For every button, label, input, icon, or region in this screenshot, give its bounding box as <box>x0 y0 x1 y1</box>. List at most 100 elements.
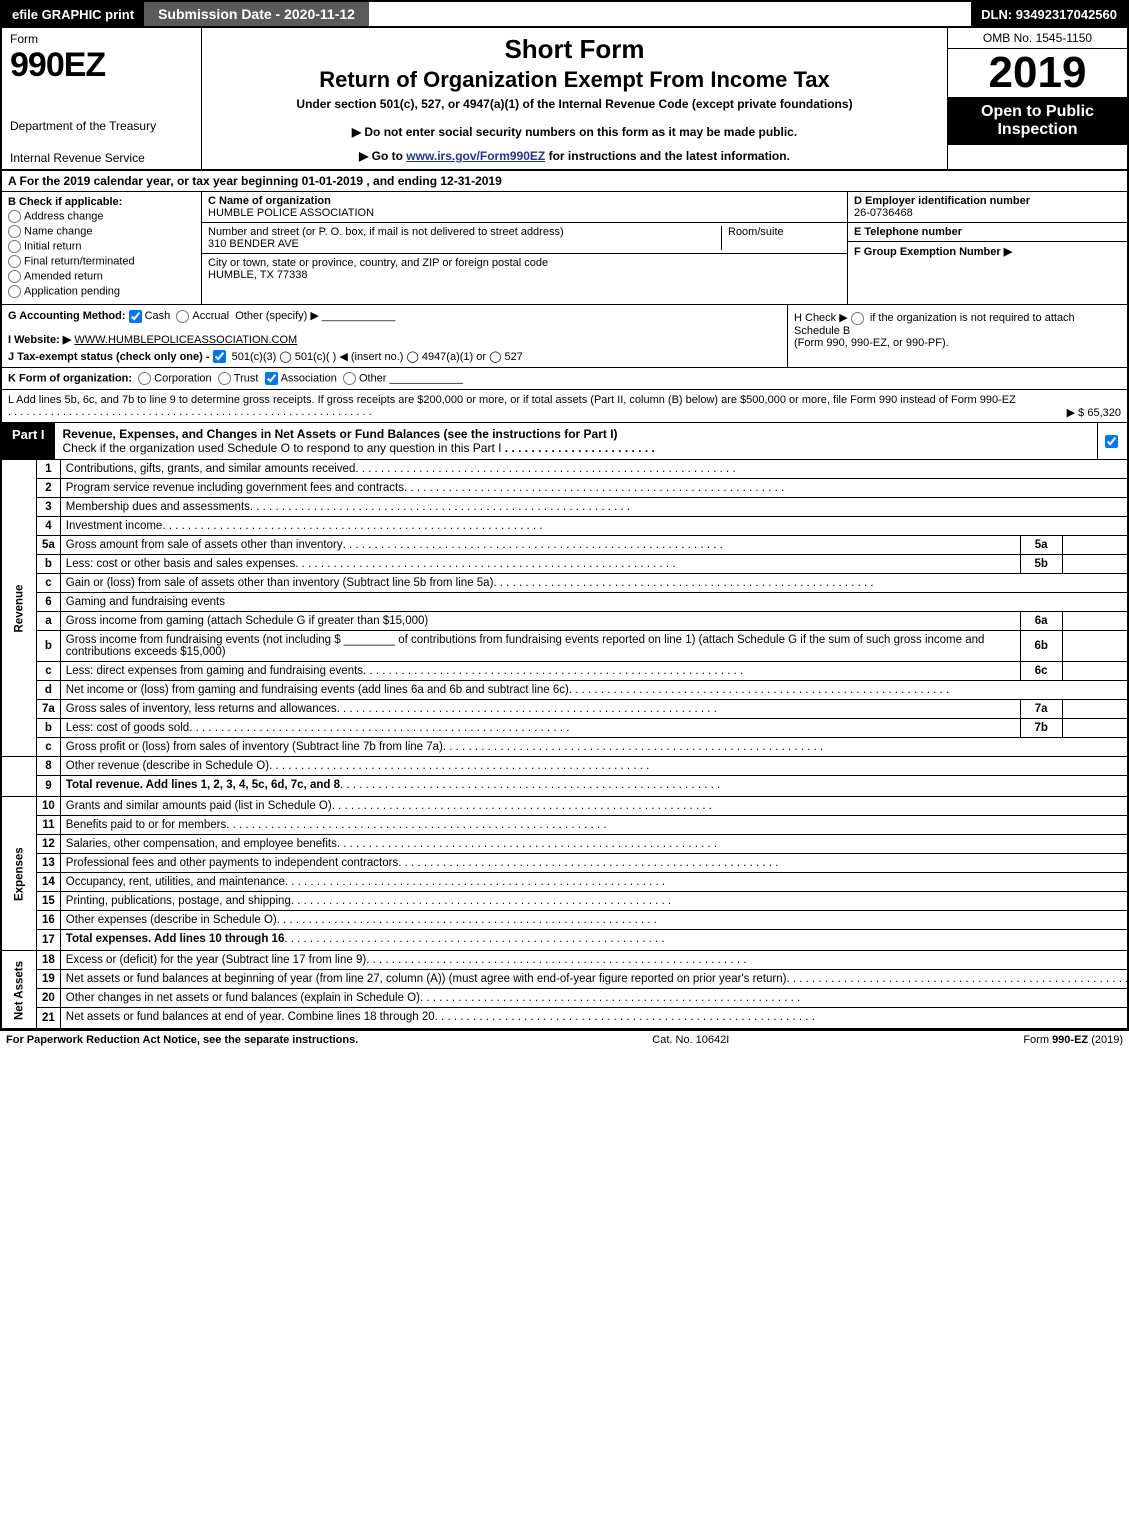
k-corp[interactable] <box>138 372 151 385</box>
ln-6a: a <box>37 612 61 631</box>
j-501c3-check[interactable] <box>213 350 226 363</box>
ln-20: 20 <box>37 989 61 1008</box>
k-assoc[interactable] <box>265 372 278 385</box>
section-def: D Employer identification number 26-0736… <box>847 192 1127 304</box>
g-accrual-check[interactable] <box>176 310 189 323</box>
chk-amended-return[interactable]: Amended return <box>8 270 195 283</box>
side-netassets: Net Assets <box>2 951 37 1029</box>
org-address: 310 BENDER AVE <box>208 238 299 250</box>
side-revenue: Revenue <box>2 460 37 757</box>
part-i-title-text: Revenue, Expenses, and Changes in Net As… <box>63 427 618 441</box>
ln-5a: 5a <box>37 536 61 555</box>
g-accrual-label: Accrual <box>192 310 229 322</box>
table-row: a Gross income from gaming (attach Sched… <box>2 612 1129 631</box>
ln-9: 9 <box>37 776 61 797</box>
d-1: Contributions, gifts, grants, and simila… <box>66 463 356 475</box>
d-5a: Gross amount from sale of assets other t… <box>66 539 343 551</box>
part-i-check[interactable] <box>1105 435 1118 448</box>
dept-treasury: Department of the Treasury <box>10 119 193 133</box>
i-website: I Website: ▶ WWW.HUMBLEPOLICEASSOCIATION… <box>8 333 781 346</box>
page-footer: For Paperwork Reduction Act Notice, see … <box>0 1031 1129 1049</box>
table-row: 21 Net assets or fund balances at end of… <box>2 1008 1129 1029</box>
g-h-block: G Accounting Method: Cash Accrual Other … <box>2 305 1127 368</box>
under-section: Under section 501(c), 527, or 4947(a)(1)… <box>212 97 937 111</box>
k-opt-2: Association <box>281 373 337 385</box>
g-label: G Accounting Method: <box>8 310 126 322</box>
k-other[interactable] <box>343 372 356 385</box>
g-cash-check[interactable] <box>129 310 142 323</box>
efile-print-button[interactable]: efile GRAPHIC print <box>2 2 144 26</box>
sn-7a: 7a <box>1020 700 1062 719</box>
d-12: Salaries, other compensation, and employ… <box>66 838 337 850</box>
chk-application-pending[interactable]: Application pending <box>8 285 195 298</box>
d-6d: Net income or (loss) from gaming and fun… <box>66 684 569 696</box>
chk-initial-return[interactable]: Initial return <box>8 240 195 253</box>
ln-6d: d <box>37 681 61 700</box>
ln-5c: c <box>37 574 61 593</box>
table-row: Expenses 10 Grants and similar amounts p… <box>2 797 1129 816</box>
table-row: b Less: cost or other basis and sales ex… <box>2 555 1129 574</box>
j-label: J Tax-exempt status (check only one) - <box>8 351 210 363</box>
d-6c: Less: direct expenses from gaming and fu… <box>66 665 363 677</box>
h-check[interactable] <box>851 312 864 325</box>
d-7b: Less: cost of goods sold <box>66 722 189 734</box>
b-opt-5: Application pending <box>24 285 120 297</box>
d-20: Other changes in net assets or fund bala… <box>66 992 420 1004</box>
d-7c: Gross profit or (loss) from sales of inv… <box>66 741 443 753</box>
ln-7c: c <box>37 738 61 757</box>
d-14: Occupancy, rent, utilities, and maintena… <box>66 876 285 888</box>
table-row: 20 Other changes in net assets or fund b… <box>2 989 1129 1008</box>
d-4: Investment income <box>66 520 163 532</box>
g-other-label: Other (specify) ▶ <box>235 310 319 322</box>
table-row: 16 Other expenses (describe in Schedule … <box>2 911 1129 930</box>
d-5c: Gain or (loss) from sale of assets other… <box>66 577 494 589</box>
d-8: Other revenue (describe in Schedule O) <box>66 760 269 772</box>
d-19: Net assets or fund balances at beginning… <box>66 973 787 985</box>
f-grp-label: F Group Exemption Number ▶ <box>854 246 1012 258</box>
room-suite-label: Room/suite <box>721 226 841 250</box>
d-11: Benefits paid to or for members <box>66 819 226 831</box>
ln-7a: 7a <box>37 700 61 719</box>
ln-13: 13 <box>37 854 61 873</box>
ln-6c: c <box>37 662 61 681</box>
chk-address-change[interactable]: Address change <box>8 210 195 223</box>
sn-7b: 7b <box>1020 719 1062 738</box>
chk-name-change[interactable]: Name change <box>8 225 195 238</box>
header-left: Form 990EZ Department of the Treasury In… <box>2 28 202 169</box>
table-row: 11 Benefits paid to or for members 11 <box>2 816 1129 835</box>
footer-center: Cat. No. 10642I <box>358 1034 1023 1046</box>
table-row: 13 Professional fees and other payments … <box>2 854 1129 873</box>
d-7a: Gross sales of inventory, less returns a… <box>66 703 337 715</box>
b-opt-2: Initial return <box>24 240 81 252</box>
d-6b1: Gross income from fundraising events (no… <box>66 634 341 646</box>
goto-link[interactable]: www.irs.gov/Form990EZ <box>406 149 545 163</box>
footer-right: Form 990-EZ (2019) <box>1023 1034 1123 1046</box>
short-form-title: Short Form <box>212 34 937 65</box>
omb-number: OMB No. 1545-1150 <box>948 28 1127 49</box>
d-6: Gaming and fundraising events <box>60 593 1129 612</box>
footer-left: For Paperwork Reduction Act Notice, see … <box>6 1034 358 1046</box>
d-18: Excess or (deficit) for the year (Subtra… <box>66 954 366 966</box>
part-i-checkbox-cell <box>1097 423 1127 459</box>
ln-12: 12 <box>37 835 61 854</box>
ln-17: 17 <box>37 930 61 951</box>
part-i-dots: . . . . . . . . . . . . . . . . . . . . … <box>505 441 655 455</box>
sv-6b: 65,286 <box>1062 631 1129 662</box>
b-opt-4: Amended return <box>24 270 103 282</box>
table-row: 3 Membership dues and assessments 3 <box>2 498 1129 517</box>
d-21: Net assets or fund balances at end of ye… <box>66 1011 435 1025</box>
ln-4: 4 <box>37 517 61 536</box>
table-row: 12 Salaries, other compensation, and emp… <box>2 835 1129 854</box>
ln-2: 2 <box>37 479 61 498</box>
k-trust[interactable] <box>218 372 231 385</box>
goto-pre: ▶ Go to <box>359 149 406 163</box>
k-opt-3: Other <box>359 373 387 385</box>
sn-6c: 6c <box>1020 662 1062 681</box>
sv-6c: 42,881 <box>1062 662 1129 681</box>
ln-8: 8 <box>37 757 61 776</box>
d-10: Grants and similar amounts paid (list in… <box>66 800 332 812</box>
table-row: 2 Program service revenue including gove… <box>2 479 1129 498</box>
goto-post: for instructions and the latest informat… <box>549 149 790 163</box>
chk-final-return[interactable]: Final return/terminated <box>8 255 195 268</box>
website-value: WWW.HUMBLEPOLICEASSOCIATION.COM <box>74 334 297 346</box>
